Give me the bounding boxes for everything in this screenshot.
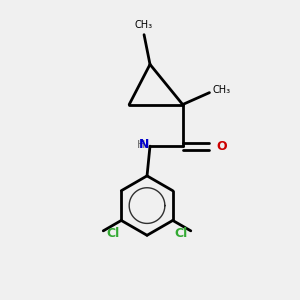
Text: Cl: Cl xyxy=(175,227,188,240)
Text: CH₃: CH₃ xyxy=(135,20,153,30)
Text: CH₃: CH₃ xyxy=(212,85,230,95)
Text: H: H xyxy=(137,140,146,150)
Text: N: N xyxy=(139,138,149,151)
Text: O: O xyxy=(217,140,227,153)
Text: Cl: Cl xyxy=(106,227,119,240)
